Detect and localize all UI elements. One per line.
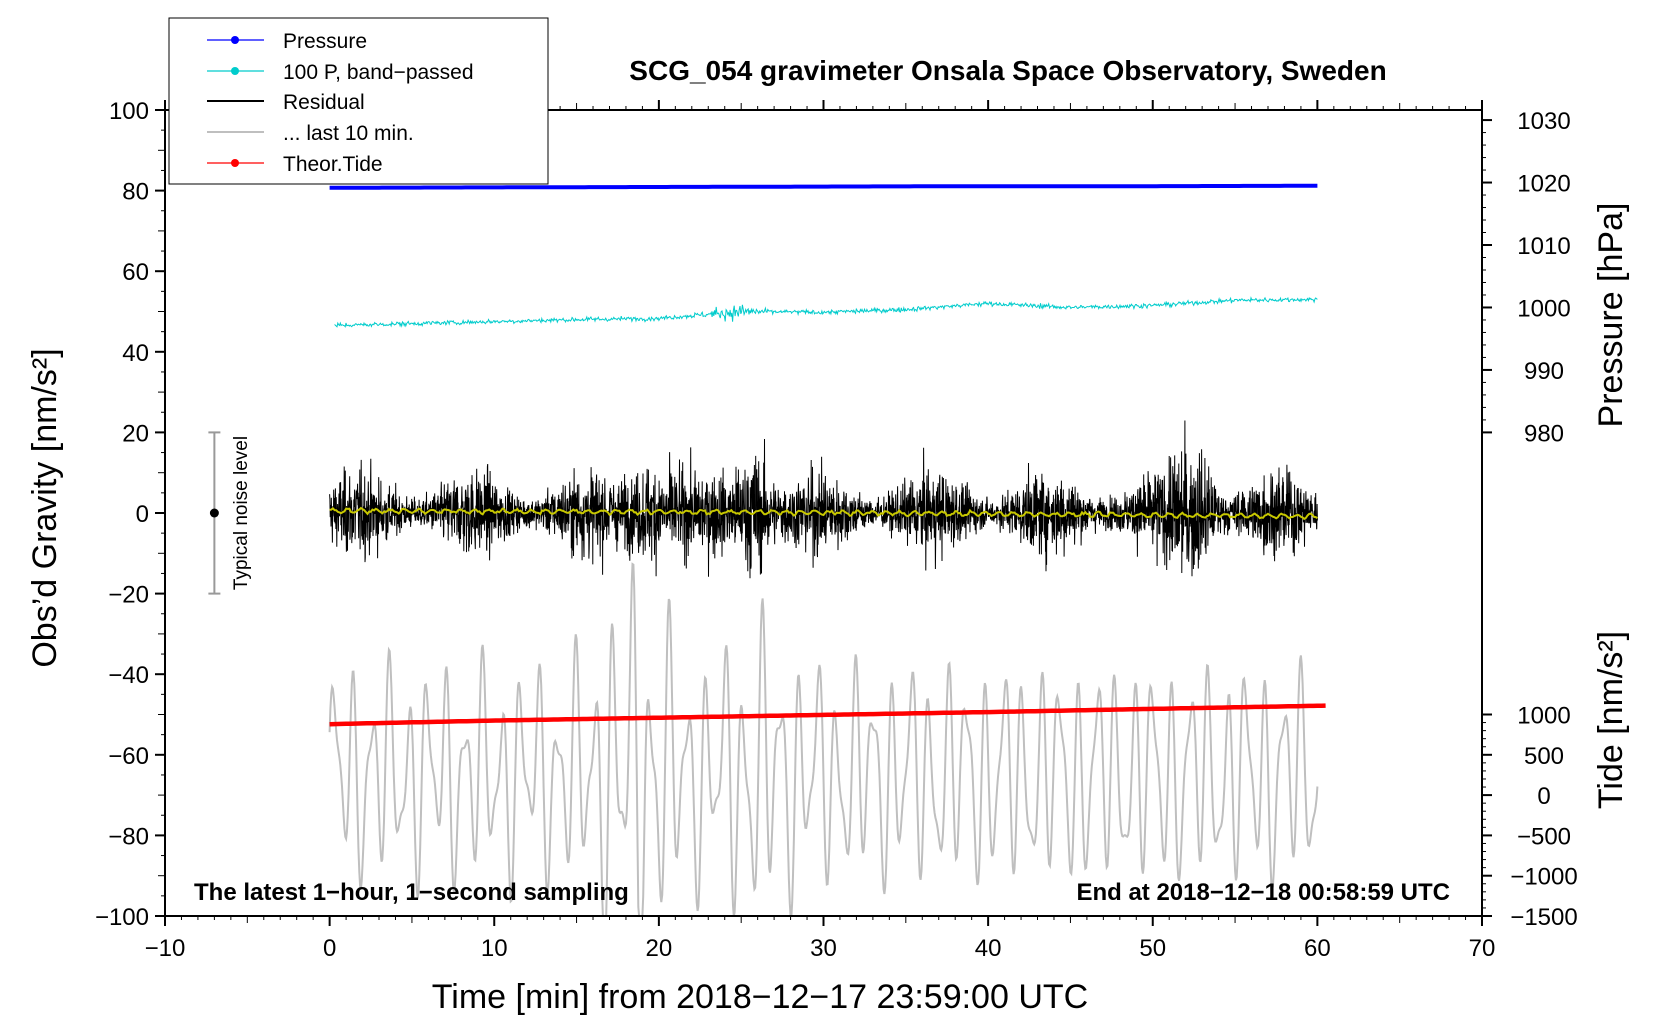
noise-level-label: Typical noise level — [231, 436, 252, 590]
annotation-sampling: The latest 1−hour, 1−second sampling — [194, 879, 629, 906]
x-tick-label: 70 — [1469, 935, 1496, 962]
legend-marker-bandpassed — [231, 67, 239, 75]
y-tick-label: 80 — [122, 179, 149, 206]
y-tick-label: −20 — [108, 582, 149, 609]
legend-item-last10: ... last 10 min. — [207, 122, 414, 145]
pressure-tick-label: 1010 — [1517, 233, 1570, 260]
tide-tick-label: 1000 — [1517, 703, 1570, 730]
legend-item-pressure: Pressure — [207, 30, 367, 53]
x-tick-label: 20 — [646, 935, 673, 962]
y-tick-label: −40 — [108, 662, 149, 689]
y-tick-label: −100 — [95, 904, 149, 931]
y-axis-title-gravity: Obs’d Gravity [nm/s²] — [26, 348, 64, 667]
y-tick-label: −80 — [108, 823, 149, 850]
y-tick-label: −60 — [108, 743, 149, 770]
series-band-passed — [334, 296, 1318, 328]
annotation-end-time: End at 2018−12−18 00:58:59 UTC — [1076, 879, 1450, 906]
plot-layer — [328, 183, 1326, 917]
legend-item-residual: Residual — [207, 91, 365, 114]
tide-tick-label: −1500 — [1510, 904, 1577, 931]
y-tick-label: 40 — [122, 340, 149, 367]
x-tick-label: 30 — [810, 935, 837, 962]
x-tick-label: 50 — [1139, 935, 1166, 962]
tide-tick-label: 0 — [1537, 783, 1550, 810]
tide-tick-label: 500 — [1524, 743, 1564, 770]
legend-label-residual: Residual — [283, 91, 365, 114]
x-axis-title: Time [min] from 2018−12−17 23:59:00 UTC — [432, 978, 1088, 1016]
legend-item-tide: Theor.Tide — [207, 153, 383, 176]
y-tick-label: 0 — [136, 501, 149, 528]
pressure-tick-label: 1000 — [1517, 295, 1570, 322]
y-tick-label: 60 — [122, 259, 149, 286]
pressure-tick-label: 990 — [1524, 358, 1564, 385]
pressure-tick-label: 1020 — [1517, 171, 1570, 198]
series-last-10-min — [328, 562, 1319, 917]
tide-tick-label: −500 — [1517, 823, 1571, 850]
series-theor-tide — [329, 703, 1326, 727]
noise-level-dot — [209, 508, 219, 518]
x-tick-label: −10 — [145, 935, 186, 962]
series-residual — [329, 420, 1318, 579]
y-tick-label: 100 — [109, 98, 149, 125]
legend-label-pressure: Pressure — [283, 30, 367, 53]
x-tick-label: 40 — [975, 935, 1002, 962]
y-axis-title-pressure: Pressure [hPa] — [1592, 203, 1630, 428]
legend-marker-tide — [231, 159, 239, 167]
legend-label-last10: ... last 10 min. — [283, 122, 414, 145]
legend: Pressure 100 P, band−passed Residual ...… — [168, 17, 549, 185]
series-residual-mean — [329, 506, 1318, 521]
x-tick-label: 10 — [481, 935, 508, 962]
legend-item-bandpassed: 100 P, band−passed — [207, 61, 474, 84]
noise-indicator: Typical noise level — [208, 431, 252, 595]
pressure-tick-label: 980 — [1524, 420, 1564, 447]
pressure-tick-label: 1030 — [1517, 108, 1570, 135]
axis-layer: −10 0 10 20 30 40 50 60 70100806040200−20−40−60−… — [95, 98, 1578, 962]
x-tick-label: 0 — [323, 935, 336, 962]
x-tick-label: 60 — [1304, 935, 1331, 962]
series-pressure — [329, 183, 1318, 190]
y-axis-title-tide: Tide [nm/s²] — [1592, 631, 1630, 809]
legend-label-tide: Theor.Tide — [283, 153, 383, 176]
legend-label-bandpassed: 100 P, band−passed — [283, 61, 474, 84]
tide-tick-label: −1000 — [1510, 864, 1577, 891]
legend-marker-pressure — [231, 36, 239, 44]
chart-title: SCG_054 gravimeter Onsala Space Observat… — [629, 55, 1386, 86]
y-tick-label: 20 — [122, 420, 149, 447]
